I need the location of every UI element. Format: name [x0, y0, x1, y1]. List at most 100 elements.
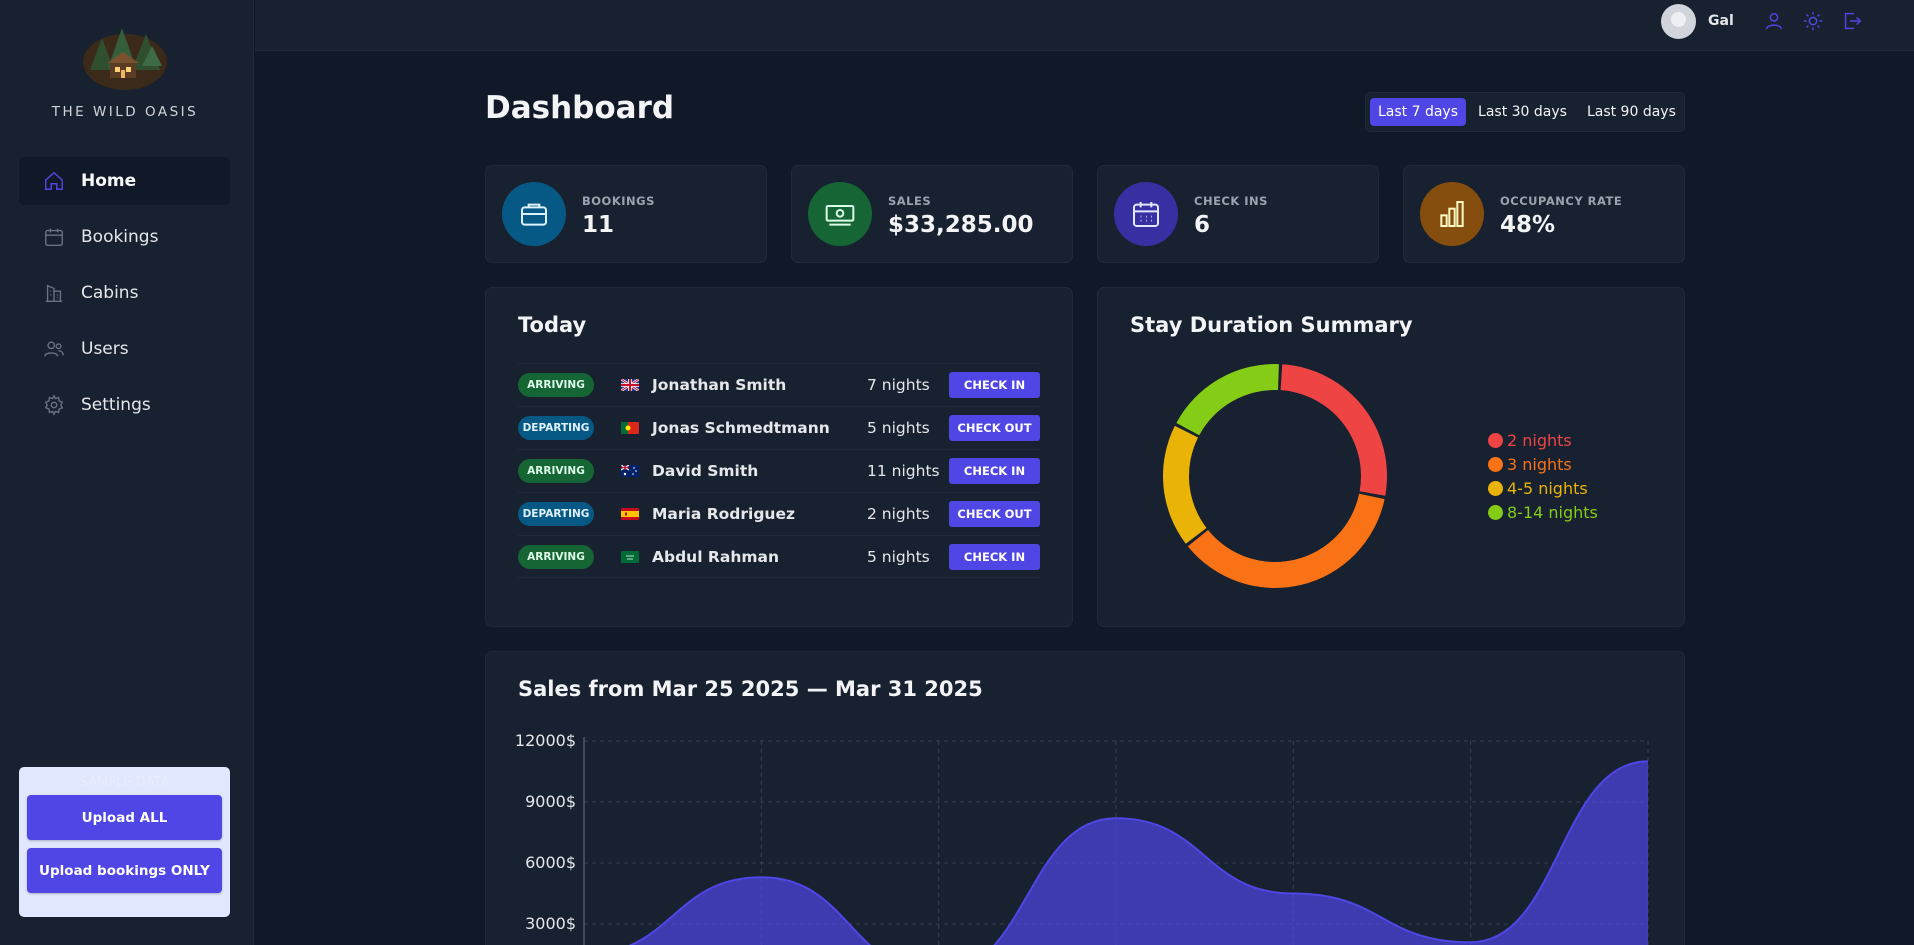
- upload-bookings-button[interactable]: Upload bookings ONLY: [27, 848, 222, 893]
- stat-occupancy-rate: OCCUPANCY RATE 48%: [1403, 165, 1685, 263]
- sidebar-item-label: Users: [81, 339, 129, 359]
- nights-count: 2 nights: [867, 505, 930, 523]
- sidebar: THE WILD OASIS Home Bookings Cabins User…: [0, 0, 254, 945]
- home-icon: [45, 171, 63, 190]
- banknotes-icon: [825, 205, 855, 226]
- legend-swatch: [1488, 456, 1503, 472]
- wild-oasis-logo[interactable]: [80, 20, 170, 90]
- stat-value: 11: [582, 212, 615, 238]
- logout-icon[interactable]: [1841, 10, 1863, 32]
- filter-last-7-days[interactable]: Last 7 days: [1370, 98, 1467, 126]
- guest-name: Abdul Rahman: [652, 547, 780, 566]
- sidebar-item-settings[interactable]: Settings: [19, 381, 230, 429]
- list-item: DEPARTING Maria Rodriguez 2 nights CHECK…: [518, 492, 1040, 535]
- sales-area-chart: 12000$ 9000$ 6000$ 3000$: [515, 731, 1649, 945]
- filter-last-90-days[interactable]: Last 90 days: [1586, 104, 1676, 120]
- upload-all-button[interactable]: Upload ALL: [27, 795, 222, 840]
- pie-slice[interactable]: [1280, 364, 1387, 496]
- username: Gal: [1708, 13, 1734, 29]
- stat-check-ins: CHECK INS 6: [1097, 165, 1379, 263]
- legend-swatch: [1488, 504, 1503, 520]
- status-badge: DEPARTING: [518, 502, 594, 526]
- sales-chart-card: Sales from Mar 25 2025 — Mar 31 2025 120…: [485, 651, 1685, 945]
- today-title: Today: [518, 313, 587, 337]
- list-item: ARRIVING Jonathan Smith 7 nights CHECK I…: [518, 363, 1040, 406]
- status-badge: ARRIVING: [518, 459, 594, 483]
- sidebar-item-label: Settings: [81, 395, 151, 415]
- portugal-flag: [621, 422, 639, 434]
- pie-slice[interactable]: [1163, 425, 1207, 544]
- sun-icon[interactable]: [1802, 10, 1824, 32]
- guest-name: Maria Rodriguez: [652, 505, 795, 523]
- sidebar-item-users[interactable]: Users: [19, 325, 230, 373]
- pie-slice[interactable]: [1176, 364, 1279, 436]
- sidebar-item-home[interactable]: Home: [19, 157, 230, 205]
- sales-chart-title: Sales from Mar 25 2025 — Mar 31 2025: [518, 677, 983, 701]
- user-icon[interactable]: [1763, 10, 1785, 32]
- stat-icon-circle: [1114, 182, 1178, 246]
- legend-label: 8-14 nights: [1507, 502, 1598, 522]
- stat-icon-circle: [502, 182, 566, 246]
- guest-name: Jonas Schmedtmann: [652, 419, 830, 437]
- status-badge: ARRIVING: [518, 373, 594, 397]
- list-item: ARRIVING Abdul Rahman 5 nights CHECK IN: [518, 535, 1040, 578]
- check-out-button[interactable]: CHECK OUT: [949, 415, 1040, 441]
- sample-data-uploader: SAMPLE DATA Upload ALL Upload bookings O…: [19, 767, 230, 917]
- legend-label: 4-5 nights: [1507, 478, 1588, 498]
- list-item: DEPARTING Jonas Schmedtmann 5 nights CHE…: [518, 406, 1040, 449]
- avatar[interactable]: [1661, 4, 1696, 39]
- uk-flag: [621, 379, 639, 391]
- filter-last-30-days[interactable]: Last 30 days: [1478, 104, 1567, 120]
- legend-label: 2 nights: [1507, 430, 1572, 450]
- legend-item: 2 nights: [1488, 428, 1598, 452]
- stat-label: OCCUPANCY RATE: [1500, 194, 1623, 208]
- main-nav: Home Bookings Cabins Users Settings: [19, 157, 230, 437]
- saudi-flag: [621, 550, 639, 563]
- legend-item: 4-5 nights: [1488, 476, 1598, 500]
- sidebar-item-bookings[interactable]: Bookings: [19, 213, 230, 261]
- stat-icon-circle: [808, 182, 872, 246]
- stat-label: SALES: [888, 194, 932, 208]
- nights-count: 5 nights: [867, 547, 930, 566]
- status-badge: ARRIVING: [518, 544, 594, 569]
- nights-count: 11 nights: [867, 462, 940, 480]
- sidebar-item-label: Cabins: [81, 283, 139, 303]
- y-tick-label: 9000$: [525, 792, 576, 811]
- y-tick-label: 3000$: [525, 914, 576, 933]
- nights-count: 7 nights: [867, 376, 930, 394]
- sidebar-item-label: Home: [81, 171, 137, 191]
- legend-label: 3 nights: [1507, 454, 1572, 474]
- guest-name: David Smith: [652, 462, 759, 480]
- stat-value: 48%: [1500, 212, 1556, 238]
- stat-value: 6: [1194, 212, 1211, 238]
- legend-swatch: [1488, 480, 1503, 496]
- check-out-button[interactable]: CHECK OUT: [949, 501, 1040, 527]
- date-range-filter: Last 7 days Last 30 days Last 90 days: [1365, 92, 1685, 132]
- y-tick-label: 6000$: [525, 853, 576, 872]
- list-item: ARRIVING David Smith 11 nights CHECK IN: [518, 449, 1040, 492]
- top-header: Gal: [255, 0, 1914, 51]
- stat-icon-circle: [1420, 182, 1484, 246]
- stat-value: $33,285.00: [888, 212, 1034, 238]
- calendar-days-icon: [1133, 202, 1159, 227]
- check-in-button[interactable]: CHECK IN: [949, 458, 1040, 484]
- pie-slice[interactable]: [1187, 493, 1385, 588]
- check-in-button[interactable]: CHECK IN: [949, 372, 1040, 398]
- legend-item: 3 nights: [1488, 452, 1598, 476]
- briefcase-icon: [521, 203, 547, 226]
- stay-duration-title: Stay Duration Summary: [1130, 313, 1413, 337]
- stat-bookings: BOOKINGS 11: [485, 165, 767, 263]
- legend-swatch: [1488, 432, 1503, 448]
- stat-label: BOOKINGS: [582, 194, 655, 208]
- chart-legend: 2 nights 3 nights 4-5 nights 8-14 nights: [1488, 428, 1598, 524]
- sales-line: [628, 760, 1649, 945]
- sidebar-item-cabins[interactable]: Cabins: [19, 269, 230, 317]
- sales-area: [630, 761, 1648, 945]
- check-in-button[interactable]: CHECK IN: [949, 543, 1040, 570]
- stay-duration-card: Stay Duration Summary 2 nights 3 nights 4-…: [1097, 287, 1685, 627]
- australia-flag: [621, 465, 639, 477]
- users-icon: [44, 341, 64, 357]
- calendar-icon: [45, 228, 63, 246]
- stay-duration-donut-chart: [1163, 364, 1387, 588]
- guest-name: Jonathan Smith: [652, 376, 787, 394]
